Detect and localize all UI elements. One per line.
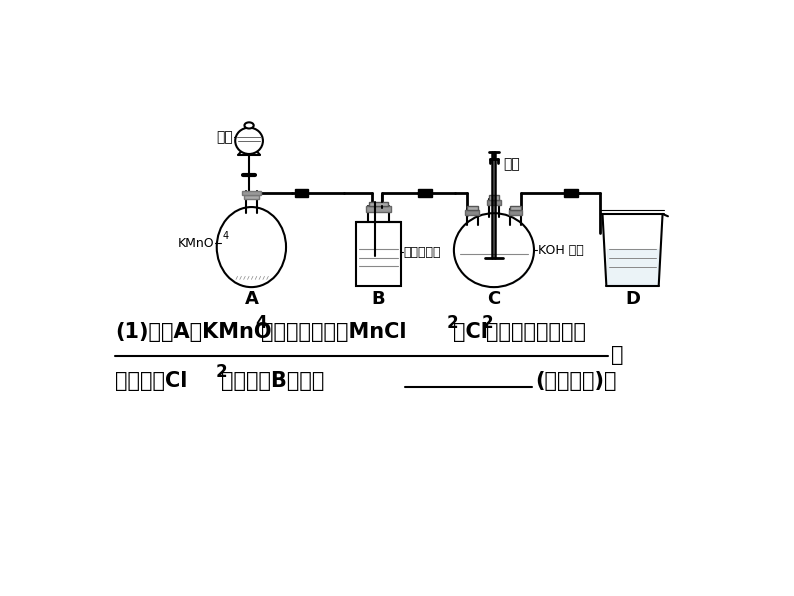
- Ellipse shape: [235, 128, 263, 154]
- Bar: [509, 210, 522, 215]
- Text: ，其离子方程式为: ，其离子方程式为: [486, 322, 586, 342]
- Bar: [356, 222, 401, 285]
- Bar: [418, 190, 432, 197]
- Text: 与盐酸反应生成MnCl: 与盐酸反应生成MnCl: [260, 322, 406, 342]
- Text: KOH 溶液: KOH 溶液: [538, 244, 584, 257]
- Ellipse shape: [454, 213, 534, 287]
- Text: 饱和食盐水: 饱和食盐水: [404, 246, 441, 259]
- Bar: [487, 200, 501, 205]
- Text: 搅拌: 搅拌: [503, 157, 520, 171]
- Text: A: A: [245, 290, 258, 309]
- Text: 和Cl: 和Cl: [453, 322, 488, 342]
- Text: D: D: [625, 290, 640, 309]
- Text: 4: 4: [223, 231, 229, 241]
- Text: C: C: [488, 290, 500, 309]
- Text: KMnO: KMnO: [178, 237, 214, 250]
- Ellipse shape: [217, 207, 286, 287]
- Text: 通过装置B可除去: 通过装置B可除去: [221, 371, 324, 391]
- Bar: [510, 206, 521, 210]
- Bar: [242, 191, 260, 195]
- Text: B: B: [372, 290, 385, 309]
- Bar: [295, 190, 308, 197]
- Text: (1)装置A中KMnO: (1)装置A中KMnO: [115, 322, 272, 342]
- Bar: [244, 195, 259, 199]
- Text: 2: 2: [482, 313, 493, 332]
- Text: (填化学式)。: (填化学式)。: [535, 371, 617, 391]
- Bar: [465, 210, 480, 215]
- Text: 2: 2: [215, 363, 227, 381]
- Bar: [467, 206, 478, 210]
- Text: 将制备的Cl: 将制备的Cl: [115, 371, 187, 391]
- Text: 4: 4: [255, 313, 267, 332]
- Bar: [488, 195, 499, 200]
- Ellipse shape: [245, 122, 254, 129]
- Text: 盐酸: 盐酸: [216, 130, 233, 144]
- Text: ，: ，: [611, 345, 623, 365]
- Bar: [564, 190, 578, 197]
- Text: 2: 2: [447, 313, 459, 332]
- Bar: [369, 201, 387, 206]
- Bar: [366, 206, 391, 212]
